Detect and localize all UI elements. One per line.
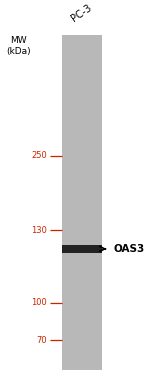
- Text: PC-3: PC-3: [70, 2, 94, 23]
- Text: 250: 250: [31, 151, 47, 160]
- Text: 100: 100: [31, 298, 47, 308]
- Bar: [63, 35, 102, 370]
- Text: 70: 70: [36, 336, 47, 345]
- Text: 130: 130: [31, 226, 47, 235]
- Text: OAS3: OAS3: [114, 244, 145, 254]
- Text: MW
(kDa): MW (kDa): [6, 36, 31, 56]
- Bar: [63, 245, 102, 253]
